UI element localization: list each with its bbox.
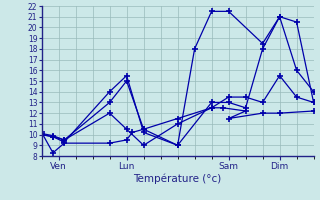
X-axis label: Température (°c): Température (°c) — [133, 173, 222, 184]
